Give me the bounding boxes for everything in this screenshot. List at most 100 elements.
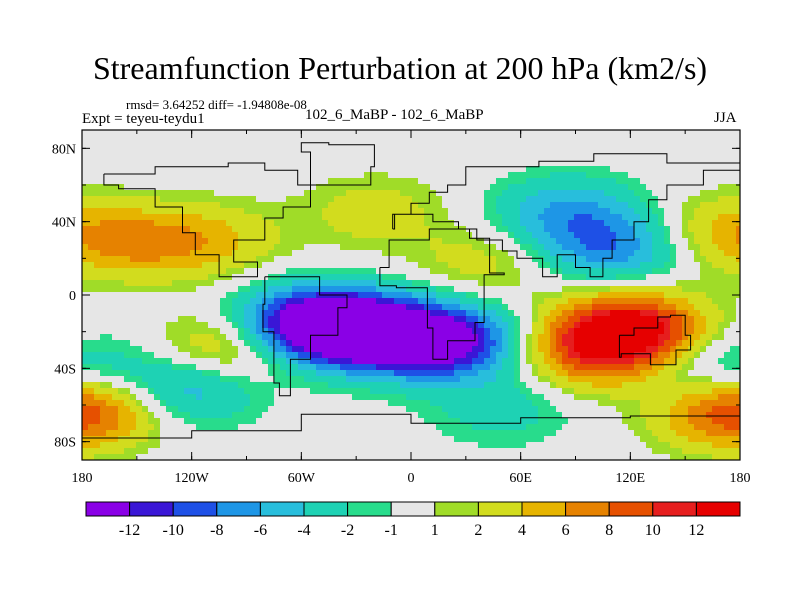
field-cell (628, 130, 635, 137)
field-cell (712, 322, 719, 329)
field-cell (304, 394, 311, 401)
field-cell (610, 292, 617, 299)
field-cell (700, 280, 707, 287)
field-cell (328, 148, 335, 155)
field-cell (256, 196, 263, 203)
field-cell (490, 334, 497, 341)
field-cell (454, 334, 461, 341)
field-cell (298, 250, 305, 257)
field-cell (418, 316, 425, 323)
field-cell (394, 196, 401, 203)
field-cell (580, 208, 587, 215)
field-cell (226, 400, 233, 407)
field-cell (502, 286, 509, 293)
field-cell (616, 154, 623, 161)
field-cell (136, 160, 143, 167)
field-cell (388, 142, 395, 149)
field-cell (706, 166, 713, 173)
field-cell (682, 358, 689, 365)
field-cell (274, 130, 281, 137)
field-cell (310, 292, 317, 299)
field-cell (730, 172, 737, 179)
field-cell (178, 292, 185, 299)
field-cell (388, 268, 395, 275)
field-cell (412, 136, 419, 143)
field-cell (226, 214, 233, 221)
field-cell (544, 352, 551, 359)
field-cell (250, 226, 257, 233)
field-cell (118, 142, 125, 149)
field-cell (166, 142, 173, 149)
field-cell (172, 286, 179, 293)
field-cell (334, 226, 341, 233)
field-cell (538, 274, 545, 281)
field-cell (616, 292, 623, 299)
field-cell (436, 154, 443, 161)
field-cell (520, 304, 527, 311)
field-cell (142, 304, 149, 311)
field-cell (556, 166, 563, 173)
field-cell (412, 274, 419, 281)
field-cell (598, 232, 605, 239)
field-cell (676, 148, 683, 155)
field-cell (274, 190, 281, 197)
field-cell (232, 226, 239, 233)
field-cell (646, 382, 653, 389)
field-cell (712, 382, 719, 389)
field-cell (94, 298, 101, 305)
field-cell (526, 256, 533, 263)
field-cell (358, 328, 365, 335)
field-cell (448, 376, 455, 383)
field-cell (736, 280, 741, 287)
field-cell (370, 238, 377, 245)
field-cell (364, 202, 371, 209)
field-cell (448, 292, 455, 299)
field-cell (244, 364, 251, 371)
field-cell (310, 376, 317, 383)
field-cell (574, 382, 581, 389)
field-cell (688, 280, 695, 287)
field-cell (724, 280, 731, 287)
field-cell (442, 232, 449, 239)
field-cell (538, 268, 545, 275)
field-cell (562, 172, 569, 179)
field-cell (580, 160, 587, 167)
field-cell (418, 370, 425, 377)
field-cell (442, 364, 449, 371)
field-cell (730, 334, 737, 341)
field-cell (400, 370, 407, 377)
field-cell (388, 226, 395, 233)
field-cell (346, 280, 353, 287)
field-cell (274, 388, 281, 395)
field-cell (544, 142, 551, 149)
field-cell (442, 190, 449, 197)
field-cell (652, 388, 659, 395)
field-cell (292, 268, 299, 275)
field-cell (130, 352, 137, 359)
field-cell (256, 334, 263, 341)
field-cell (82, 376, 89, 383)
field-cell (142, 130, 149, 137)
field-cell (616, 286, 623, 293)
field-cell (232, 280, 239, 287)
field-cell (622, 292, 629, 299)
field-cell (418, 382, 425, 389)
field-cell (682, 226, 689, 233)
field-cell (604, 274, 611, 281)
field-cell (688, 358, 695, 365)
field-cell (508, 136, 515, 143)
field-cell (538, 160, 545, 167)
field-cell (364, 154, 371, 161)
field-cell (316, 328, 323, 335)
field-cell (436, 370, 443, 377)
field-cell (298, 286, 305, 293)
field-cell (706, 214, 713, 221)
field-cell (364, 304, 371, 311)
field-cell (562, 346, 569, 353)
field-cell (418, 256, 425, 263)
field-cell (178, 298, 185, 305)
field-cell (250, 310, 257, 317)
field-cell (172, 250, 179, 257)
field-cell (364, 388, 371, 395)
field-cell (118, 172, 125, 179)
